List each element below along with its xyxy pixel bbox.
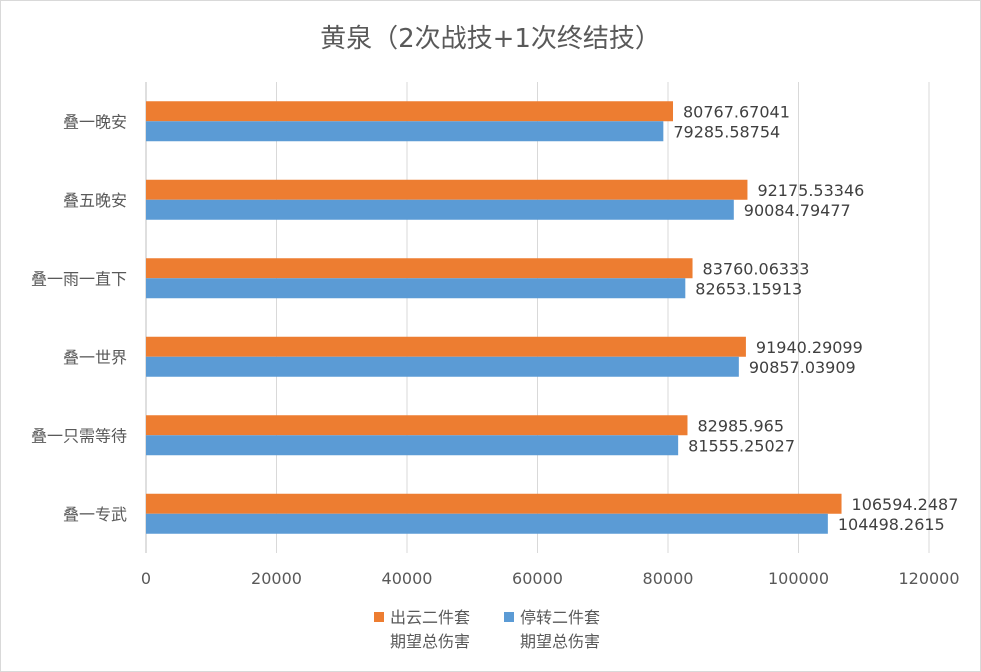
data-label: 91940.29099 [756, 338, 863, 357]
legend-item-series-1: 出云二件套 期望总伤害 [374, 606, 470, 654]
data-label: 92175.53346 [757, 181, 864, 200]
legend-label-series-1: 出云二件套 期望总伤害 [390, 608, 471, 651]
x-tick-label: 120000 [898, 569, 959, 588]
y-category-label: 叠五晚安 [63, 191, 127, 210]
data-label: 82653.15913 [695, 279, 802, 298]
legend-swatch-series-2 [504, 612, 514, 622]
legend-label-series-2: 停转二件套 期望总伤害 [520, 608, 601, 651]
data-label: 80767.67041 [683, 102, 790, 121]
y-category-label: 叠一专武 [63, 505, 127, 524]
bar [146, 513, 828, 534]
data-label: 83760.06333 [703, 259, 810, 278]
legend-swatch-series-1 [374, 612, 384, 622]
y-category-label: 叠一世界 [63, 348, 127, 367]
x-tick-label: 40000 [382, 569, 433, 588]
y-category-label: 叠一只需等待 [31, 426, 127, 445]
x-tick-label: 20000 [251, 569, 302, 588]
x-tick-label: 0 [141, 569, 151, 588]
y-category-label: 叠一晚安 [63, 112, 127, 131]
bar [146, 435, 679, 456]
chart-title: 黄泉（2次战技+1次终结技） [320, 24, 661, 54]
bar [146, 179, 748, 200]
bar [146, 493, 842, 514]
x-tick-label: 80000 [643, 569, 694, 588]
data-label: 104498.2615 [838, 515, 945, 534]
bar [146, 199, 734, 220]
data-label: 82985.965 [697, 416, 784, 435]
bar [146, 101, 674, 122]
bar [146, 356, 739, 377]
data-label: 90857.03909 [749, 358, 856, 377]
data-label: 90084.79477 [744, 201, 851, 220]
data-label: 79285.58754 [673, 122, 780, 141]
x-tick-label: 100000 [768, 569, 829, 588]
bar [146, 415, 688, 436]
bar [146, 258, 693, 279]
data-label: 106594.2487 [852, 495, 959, 514]
y-category-label: 叠一雨一直下 [31, 269, 127, 288]
bar [146, 121, 664, 142]
legend-item-series-2: 停转二件套 期望总伤害 [504, 606, 600, 654]
bar [146, 336, 746, 357]
data-label: 81555.25027 [688, 436, 795, 455]
bar [146, 278, 686, 299]
x-tick-label: 60000 [512, 569, 563, 588]
